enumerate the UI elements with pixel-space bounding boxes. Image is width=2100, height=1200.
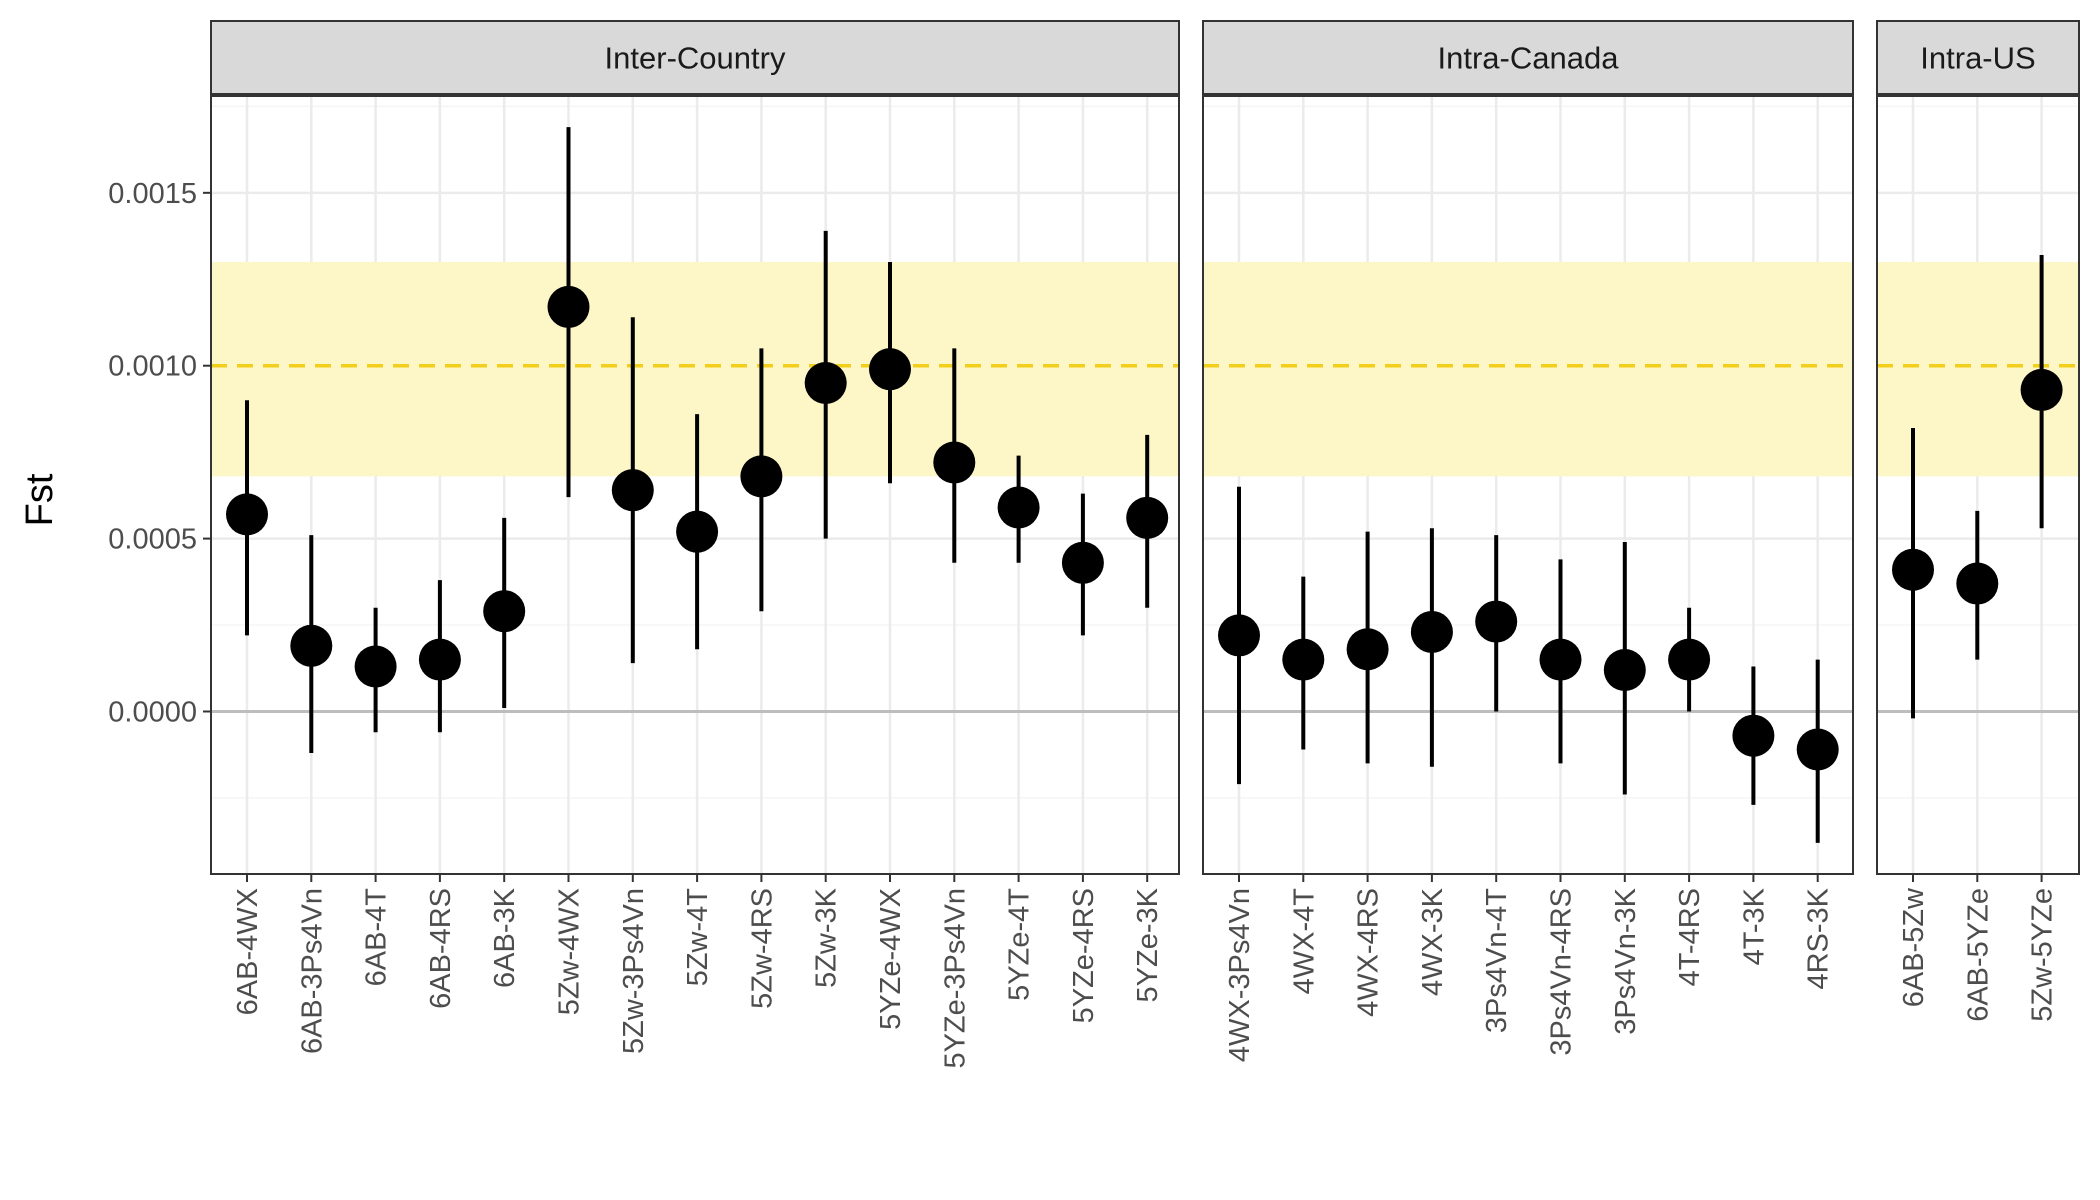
- data-point: [418, 638, 461, 681]
- x-tick-label: 6AB-4WX: [232, 888, 264, 1015]
- x-tick-label: 6AB-5YZe: [1962, 888, 1994, 1022]
- data-point: [354, 645, 397, 688]
- facet-strip: [1202, 20, 1854, 95]
- data-point: [1410, 610, 1453, 653]
- y-tick-label: 0.0010: [108, 351, 197, 383]
- x-tick-label: 5YZe-4WX: [875, 888, 907, 1030]
- facet-panel-2: Intra-Canada 4WX-3Ps4Vn 4WX-4T 4WX-4RS 4WX-3…: [1202, 20, 1854, 1062]
- data-point: [676, 510, 719, 553]
- x-tick-label: 5Zw-3Ps4Vn: [618, 888, 650, 1054]
- x-tick-label: 5YZe-4RS: [1068, 888, 1100, 1023]
- data-point: [1956, 562, 1999, 605]
- data-point: [1475, 600, 1518, 643]
- x-tick-label: 4T-4RS: [1674, 888, 1706, 986]
- x-tick-label: 5YZe-4T: [1004, 888, 1036, 1001]
- x-tick-label: 5Zw-4RS: [746, 888, 778, 1009]
- y-tick-label: 0.0005: [108, 524, 197, 556]
- x-tick-label: 6AB-5Zw: [1898, 887, 1930, 1007]
- data-point: [1218, 614, 1260, 657]
- data-point: [1603, 648, 1646, 691]
- x-tick-label: 4WX-3Ps4Vn: [1224, 888, 1256, 1062]
- data-point: [547, 285, 590, 328]
- data-point: [1539, 638, 1582, 681]
- data-point: [483, 590, 526, 633]
- facet-strip-label: Intra-Canada: [1438, 41, 1620, 76]
- x-tick-label: 5YZe-3Ps4Vn: [939, 888, 971, 1069]
- panel-border: [1202, 95, 1854, 875]
- data-point: [290, 624, 333, 667]
- x-tick-label: 5Zw-5YZe: [2027, 888, 2059, 1022]
- x-tick-label: 6AB-4T: [361, 888, 393, 987]
- x-tick-label: 4WX-4RS: [1353, 888, 1385, 1017]
- panel-background: [1203, 96, 1853, 874]
- data-point: [1346, 628, 1389, 671]
- x-tick-label: 3Ps4Vn-3K: [1610, 887, 1642, 1034]
- data-point: [1732, 714, 1775, 757]
- data-point: [933, 441, 976, 484]
- x-tick-label: 6AB-3K: [489, 887, 521, 988]
- facet-panels: Inter-Country 6AB-4WX 6AB-3Ps4Vn 6AB-4T 6AB-…: [210, 20, 2080, 1069]
- data-point: [997, 486, 1040, 529]
- data-point: [2020, 368, 2063, 411]
- reference-band: [1877, 261, 2079, 477]
- facet-strip-label: Intra-US: [1920, 41, 2035, 76]
- data-point: [1892, 548, 1934, 591]
- data-point: [611, 469, 654, 512]
- facet-strip: [210, 20, 1180, 95]
- x-tick-label: 4WX-4T: [1288, 888, 1320, 995]
- facet-strip-label: Inter-Country: [605, 41, 786, 76]
- panel-border: [210, 95, 1180, 875]
- data-point: [869, 348, 911, 391]
- data-point: [1061, 541, 1104, 584]
- y-axis-label: Fst: [19, 473, 61, 526]
- x-tick-label: 5Zw-4WX: [554, 888, 586, 1015]
- facet-panel-3: Intra-US 6AB-5Zw 6AB-5YZe 5Zw-5YZe: [1876, 20, 2080, 1022]
- y-axis-ticks: 0.0000 0.0005 0.0010 0.0015: [108, 178, 211, 728]
- y-tick-label: 0.0000: [108, 696, 197, 728]
- data-point: [804, 361, 847, 404]
- x-tick-label: 3Ps4Vn-4RS: [1546, 888, 1578, 1056]
- x-tick-label: 6AB-4RS: [425, 888, 457, 1009]
- x-tick-label: 4WX-3K: [1417, 887, 1449, 996]
- x-tick-label: 4RS-3K: [1803, 887, 1835, 989]
- data-point: [1668, 638, 1711, 681]
- reference-band: [211, 261, 1179, 477]
- x-tick-label: 4T-3K: [1738, 887, 1770, 965]
- x-tick-label: 3Ps4Vn-4T: [1481, 888, 1513, 1033]
- data-point: [226, 493, 268, 536]
- y-tick-label: 0.0015: [108, 178, 197, 210]
- x-tick-label: 6AB-3Ps4Vn: [296, 888, 328, 1054]
- facet-strip: [1876, 20, 2080, 95]
- data-point: [740, 455, 783, 498]
- x-tick-label: 5Zw-3K: [811, 887, 843, 988]
- facet-panel-1: Inter-Country 6AB-4WX 6AB-3Ps4Vn 6AB-4T 6AB-…: [210, 20, 1180, 1069]
- x-tick-label: 5YZe-3K: [1132, 887, 1164, 1002]
- data-point: [1282, 638, 1325, 681]
- x-tick-label: 5Zw-4T: [682, 888, 714, 987]
- reference-band: [1203, 261, 1853, 477]
- panel-background: [211, 96, 1179, 874]
- data-point: [1126, 496, 1169, 539]
- data-point: [1796, 728, 1839, 771]
